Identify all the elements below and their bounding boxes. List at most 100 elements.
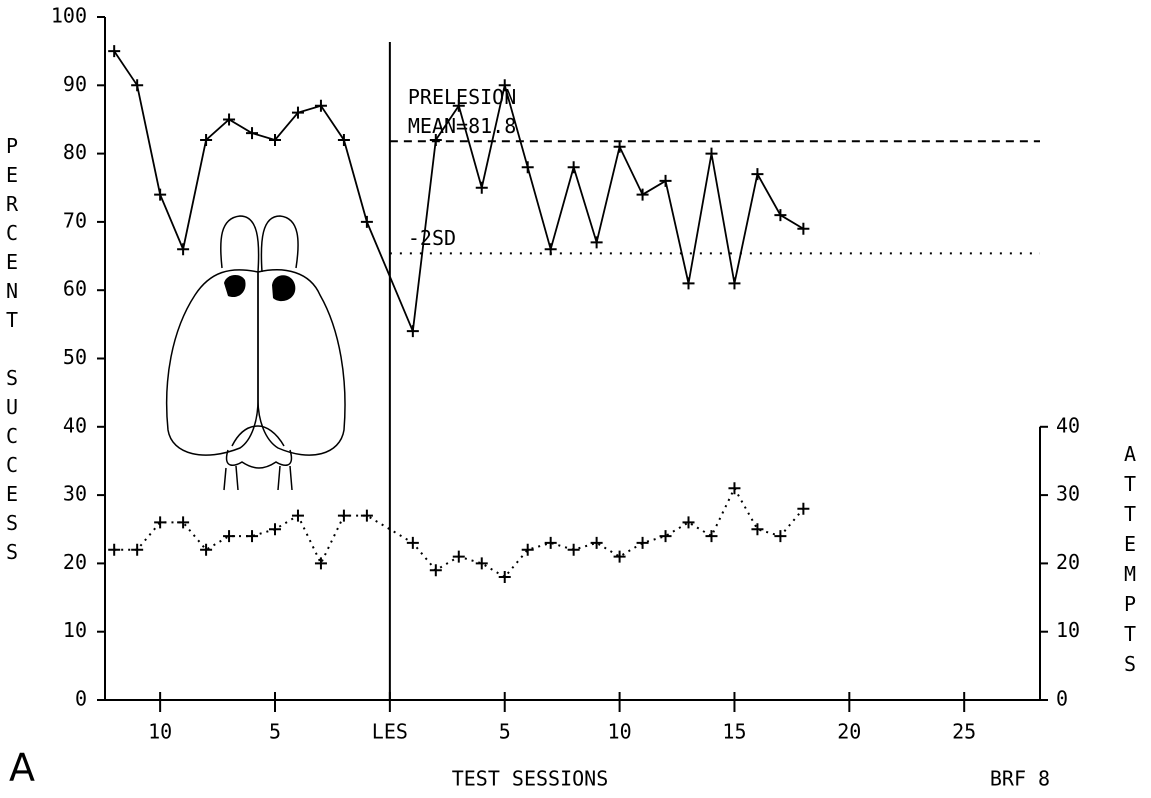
data-point (108, 45, 121, 58)
x-tick-label: 25 (952, 720, 976, 744)
data-point (246, 530, 259, 543)
data-point (246, 127, 259, 140)
series-line (113, 50, 804, 335)
y-tick-label: 100 (51, 4, 87, 28)
data-point (590, 236, 603, 249)
data-point (406, 325, 419, 338)
data-point (590, 536, 603, 549)
data-point (613, 140, 626, 153)
x-tick-label: 20 (837, 720, 861, 744)
data-point (429, 133, 442, 146)
y-tick-label: 60 (63, 277, 87, 301)
y-tick-label: 30 (63, 482, 87, 506)
data-point (751, 168, 764, 181)
data-point (452, 99, 465, 112)
y2-tick-label: 20 (1056, 550, 1080, 574)
data-point (521, 161, 534, 174)
data-point (360, 509, 373, 522)
data-point (360, 215, 373, 228)
data-point (521, 543, 534, 556)
data-point (131, 79, 144, 92)
data-point (567, 543, 580, 556)
data-point (406, 536, 419, 549)
data-point (131, 543, 144, 556)
data-point (705, 530, 718, 543)
data-point (705, 147, 718, 160)
data-point (269, 523, 281, 536)
x-tick-label: LES (372, 720, 408, 744)
data-point (475, 557, 488, 570)
x-axis-label: TEST SESSIONS (452, 767, 609, 791)
data-point (659, 174, 672, 187)
midbrain (231, 425, 285, 447)
data-point (544, 243, 557, 256)
data-point (314, 99, 327, 112)
y-tick-label: 50 (63, 345, 87, 369)
x-tick-label: 15 (722, 720, 746, 744)
data-point (636, 536, 649, 549)
data-point (544, 536, 557, 549)
y2-tick-label: 10 (1056, 618, 1080, 642)
lesion (224, 274, 246, 298)
lesion (272, 275, 296, 302)
data-point (636, 188, 649, 201)
data-point (314, 557, 327, 570)
data-point (429, 564, 442, 577)
data-point (291, 106, 304, 119)
y-tick-label: 90 (63, 72, 87, 96)
series-line (114, 486, 805, 579)
panel-label: A (9, 746, 35, 790)
y2-tick-label: 40 (1056, 413, 1080, 437)
data-point (797, 222, 810, 235)
cerebellum (225, 449, 293, 469)
data-point (223, 113, 236, 126)
y-tick-label: 10 (63, 618, 87, 642)
data-point (774, 209, 787, 222)
y-tick-label: 80 (63, 140, 87, 164)
reference-label: -2SD (408, 226, 456, 250)
y-tick-label: 40 (63, 413, 87, 437)
spinal-roots (223, 465, 293, 491)
x-tick-label: 5 (499, 720, 511, 744)
data-point (475, 181, 488, 194)
data-point (682, 277, 695, 290)
data-point (774, 530, 787, 543)
data-point (337, 133, 350, 146)
data-point (337, 509, 350, 522)
x-tick-label: 5 (269, 720, 281, 744)
data-point (659, 530, 672, 543)
hemisphere (165, 269, 259, 456)
data-point (200, 543, 213, 556)
y2-tick-label: 30 (1056, 482, 1080, 506)
data-point (177, 516, 190, 529)
y2-tick-label: 0 (1056, 687, 1068, 711)
data-point (498, 79, 511, 92)
x-tick-label: 10 (608, 720, 632, 744)
data-point (177, 243, 190, 256)
data-point (223, 530, 236, 543)
data-point (567, 161, 580, 174)
data-point (269, 133, 281, 146)
hemisphere (257, 269, 346, 456)
data-point (498, 571, 511, 584)
subject-label: BRF 8 (990, 767, 1050, 791)
data-point (682, 516, 695, 529)
olfactory-bulb (220, 215, 260, 273)
data-point (452, 550, 465, 563)
data-point (154, 188, 167, 201)
data-point (291, 509, 304, 522)
data-point (108, 543, 121, 556)
olfactory-bulb (260, 215, 299, 273)
data-point (797, 502, 810, 515)
data-point (751, 523, 764, 536)
y-tick-label: 0 (75, 687, 87, 711)
brain-illustration (165, 215, 346, 491)
y-tick-label: 70 (63, 208, 87, 232)
data-point (200, 133, 213, 146)
data-point (154, 516, 167, 529)
y-tick-label: 20 (63, 550, 87, 574)
data-point (613, 550, 626, 563)
